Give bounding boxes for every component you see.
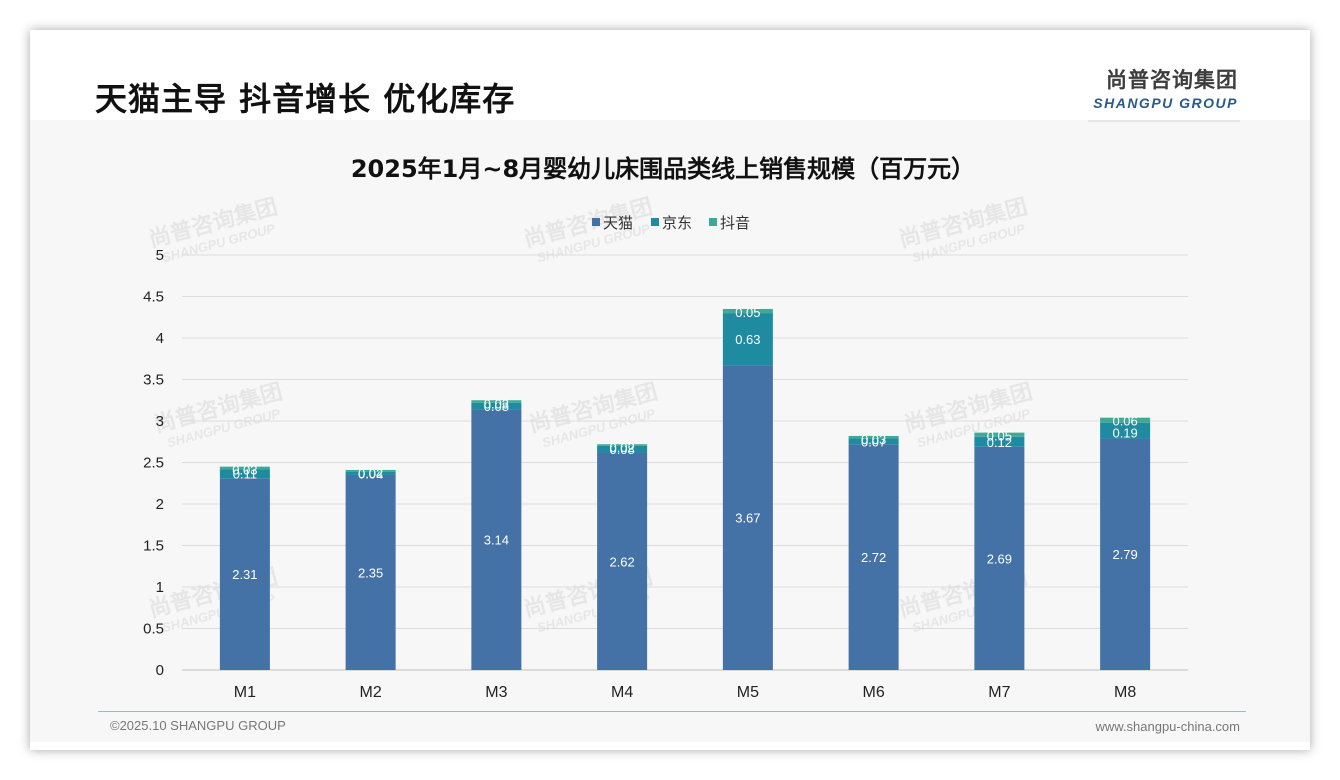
x-tick-label: M5 xyxy=(737,684,759,701)
bar-m5-series-3 xyxy=(722,308,773,314)
x-tick-label: M2 xyxy=(360,684,382,701)
data-label-m5-series-1: 3.67 xyxy=(735,511,760,526)
data-label-m6-series-1: 2.72 xyxy=(861,550,886,565)
data-label-m4-series-2: 0.08 xyxy=(609,442,634,457)
bar-m3-series-3 xyxy=(471,400,522,403)
data-label-m8-series-1: 2.79 xyxy=(1112,547,1137,562)
x-tick-label: M7 xyxy=(988,684,1010,701)
brand-name-en: SHANGPU GROUP xyxy=(1093,95,1238,111)
y-tick-label: 0 xyxy=(156,662,164,679)
legend-swatch-2 xyxy=(651,218,659,226)
data-label-m5-series-2: 0.63 xyxy=(735,332,760,347)
bar-m8-series-3 xyxy=(1100,417,1151,423)
brand-logo: 尚普咨询集团 SHANGPU GROUP xyxy=(1093,64,1238,111)
y-tick-label: 4.5 xyxy=(143,289,164,306)
y-tick-label: 5 xyxy=(156,247,164,264)
bar-m4-series-3 xyxy=(597,444,648,446)
legend-label-3: 抖音 xyxy=(720,214,750,232)
bar-m1-series-3 xyxy=(219,466,270,470)
x-tick-label: M3 xyxy=(485,684,507,701)
y-tick-label: 3 xyxy=(156,413,164,430)
data-label-m1-series-1: 2.31 xyxy=(232,567,257,582)
footer-website: www.shangpu-china.com xyxy=(1095,719,1240,734)
bar-m8-series-2 xyxy=(1100,422,1151,439)
data-label-m7-series-2: 0.12 xyxy=(987,435,1012,450)
data-label-m3-series-3: 0.03 xyxy=(484,396,509,411)
bar-m7-series-2 xyxy=(974,436,1025,447)
bar-m1-series-1 xyxy=(219,478,270,670)
data-label-m1-series-2: 0.11 xyxy=(233,467,257,482)
data-label-m7-series-3: 0.05 xyxy=(987,429,1012,444)
footer-divider xyxy=(98,711,1246,712)
x-tick-label: M8 xyxy=(1114,684,1136,701)
bar-m5-series-1 xyxy=(722,365,773,670)
legend-swatch-3 xyxy=(709,218,717,226)
data-label-m1-series-3: 0.03 xyxy=(232,463,257,478)
y-tick-label: 3.5 xyxy=(143,372,164,389)
bar-m6-series-3 xyxy=(848,435,899,439)
bar-m3-series-2 xyxy=(471,402,522,410)
data-label-m6-series-3: 0.03 xyxy=(861,432,886,447)
data-label-m8-series-3: 0.06 xyxy=(1112,414,1137,429)
data-label-m4-series-3: 0.02 xyxy=(609,440,634,455)
data-label-m2-series-1: 2.35 xyxy=(358,565,383,580)
bar-m5-series-2 xyxy=(722,313,773,366)
bar-m4-series-2 xyxy=(597,445,648,453)
x-tick-label: M4 xyxy=(611,684,633,701)
data-label-m3-series-1: 3.14 xyxy=(484,533,509,548)
legend-label-2: 京东 xyxy=(662,214,692,232)
y-tick-label: 4 xyxy=(156,330,164,347)
brand-name-cn: 尚普咨询集团 xyxy=(1106,68,1238,92)
x-tick-label: M6 xyxy=(863,684,885,701)
y-tick-label: 2 xyxy=(156,496,164,513)
legend-label-1: 天猫 xyxy=(603,214,633,232)
y-tick-label: 1 xyxy=(156,579,164,596)
bar-m6-series-2 xyxy=(848,438,899,445)
bar-m2-series-1 xyxy=(345,474,396,670)
y-tick-label: 1.5 xyxy=(143,538,164,555)
bar-m7-series-3 xyxy=(974,432,1025,437)
data-label-m2-series-3: 0.02 xyxy=(358,466,383,481)
data-label-m8-series-2: 0.19 xyxy=(1112,425,1137,440)
data-label-m4-series-1: 2.62 xyxy=(609,554,634,569)
bar-m1-series-2 xyxy=(219,469,270,479)
data-label-m7-series-1: 2.69 xyxy=(987,551,1012,566)
x-tick-label: M1 xyxy=(234,684,256,701)
footer-copyright: ©2025.10 SHANGPU GROUP xyxy=(110,718,286,733)
data-label-m3-series-2: 0.08 xyxy=(484,399,509,414)
bar-m3-series-1 xyxy=(471,409,522,670)
bar-m2-series-2 xyxy=(345,471,396,475)
brand-divider xyxy=(1088,120,1240,122)
bar-m2-series-3 xyxy=(345,469,396,472)
y-tick-label: 2.5 xyxy=(143,455,164,472)
legend-swatch-1 xyxy=(592,218,600,226)
y-tick-label: 0.5 xyxy=(143,621,164,638)
bar-m8-series-1 xyxy=(1100,438,1151,670)
page-title: 天猫主导 抖音增长 优化库存 xyxy=(95,80,516,118)
data-label-m5-series-3: 0.05 xyxy=(735,305,760,320)
bar-m6-series-1 xyxy=(848,444,899,670)
chart-title: 2025年1月~8月婴幼儿床围品类线上销售规模（百万元） xyxy=(351,155,975,183)
bar-m7-series-1 xyxy=(974,446,1025,670)
bar-m4-series-1 xyxy=(597,452,648,670)
